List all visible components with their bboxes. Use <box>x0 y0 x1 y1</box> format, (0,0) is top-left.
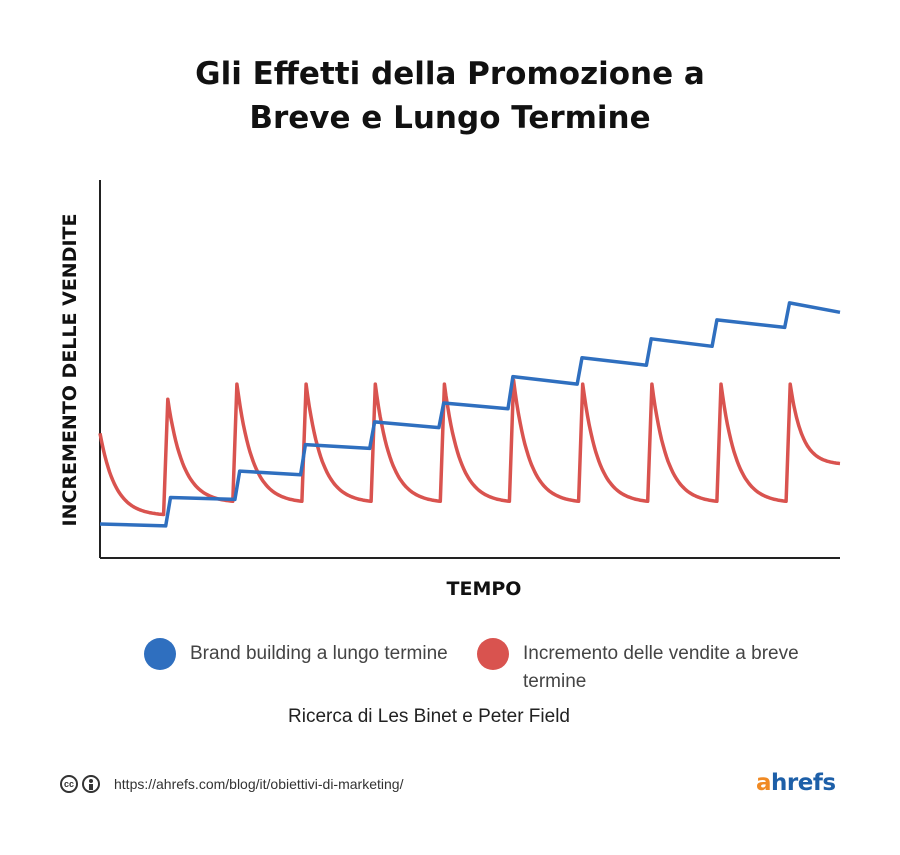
legend-label-brand: Brand building a lungo termine <box>190 643 448 664</box>
license-icons: cc <box>60 775 100 793</box>
attribution-icon <box>82 775 100 793</box>
ahrefs-logo: ahrefs <box>756 770 836 796</box>
legend-label-sales-line2: termine <box>523 671 587 692</box>
logo-letter-a: a <box>756 770 772 796</box>
x-axis-label: TEMPO <box>446 578 522 600</box>
source-note: Ricerca di Les Binet e Peter Field <box>288 706 570 727</box>
legend-dot-brand <box>144 638 176 670</box>
legend-label-sales: Incremento delle vendite a breve termine <box>523 640 799 696</box>
chart-title: Gli Effetti della Promozione a Breve e L… <box>0 52 900 140</box>
chart-title-line2: Breve e Lungo Termine <box>249 100 651 136</box>
chart-title-line1: Gli Effetti della Promozione a <box>195 56 705 92</box>
legend-label-sales-line1: Incremento delle vendite a breve <box>523 643 799 664</box>
y-axis-label: INCREMENTO DELLE VENDITE <box>59 213 81 527</box>
legend-dot-sales <box>477 638 509 670</box>
series-line-brand-building <box>99 301 841 528</box>
creative-commons-icon: cc <box>60 775 78 793</box>
series-line-short-term-sales <box>98 378 841 517</box>
logo-letters-hrefs: hrefs <box>771 770 836 796</box>
source-url[interactable]: https://ahrefs.com/blog/it/obiettivi-di-… <box>114 776 404 792</box>
